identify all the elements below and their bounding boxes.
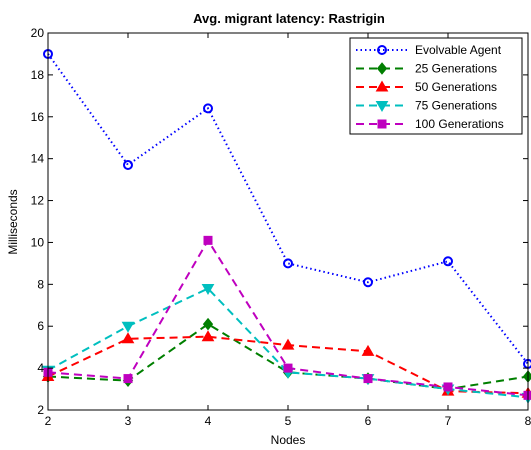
data-point [201,330,215,342]
legend-item: 100 Generations [356,117,504,131]
legend-item: 50 Generations [356,80,497,94]
x-tick-label: 2 [45,414,52,428]
data-point [281,338,295,350]
legend-marker [376,62,388,75]
y-tick-label: 8 [37,277,44,291]
data-point [121,332,135,344]
legend-marker [375,101,389,112]
data-point [443,382,453,392]
data-point [202,317,214,331]
y-tick-label: 2 [37,403,44,417]
x-axis-label: Nodes [271,433,306,447]
x-axis: 2 3 4 5 6 7 8 [45,33,531,428]
y-tick-label: 12 [31,194,45,208]
data-point [203,235,213,245]
data-point [203,103,213,114]
data-point [283,258,293,269]
y-tick-label: 6 [37,319,44,333]
y-tick-label: 20 [31,26,45,40]
legend-label: 25 Generations [415,62,497,76]
legend-marker [375,80,389,92]
series-layer [41,48,531,404]
x-tick-label: 6 [365,414,372,428]
data-point [123,374,133,384]
legend-label: 100 Generations [415,117,504,131]
data-point [363,374,373,384]
legend-marker [377,45,387,55]
series-0 [43,48,531,369]
legend-marker [377,119,387,129]
data-point [123,159,133,170]
x-tick-label: 5 [285,414,292,428]
data-point [201,284,215,296]
data-point [283,363,293,373]
legend-label: 75 Generations [415,99,497,113]
y-tick-label: 14 [31,152,45,166]
legend-item: 25 Generations [356,62,497,76]
data-point [361,344,375,356]
legend-label: Evolvable Agent [415,43,502,57]
x-tick-label: 4 [205,414,212,428]
legend: Evolvable Agent 25 Generations 50 Generati… [349,37,523,135]
x-tick-label: 8 [525,414,531,428]
y-axis: 2 4 6 8 10 12 14 16 18 20 [31,26,528,417]
data-point [443,256,453,267]
y-tick-label: 18 [31,68,45,82]
y-tick-label: 16 [31,110,45,124]
x-tick-label: 7 [445,414,452,428]
legend-item: 75 Generations [356,99,497,113]
legend-item: Evolvable Agent [356,43,502,57]
legend-box [349,37,523,135]
legend-label: 50 Generations [415,80,497,94]
data-point [121,321,135,333]
chart-title: Avg. migrant latency: Rastrigin [193,11,385,26]
y-tick-label: 10 [31,235,45,249]
x-tick-label: 3 [125,414,132,428]
y-axis-label: Milliseconds [6,189,20,254]
data-point [363,277,373,288]
y-tick-label: 4 [37,361,44,375]
